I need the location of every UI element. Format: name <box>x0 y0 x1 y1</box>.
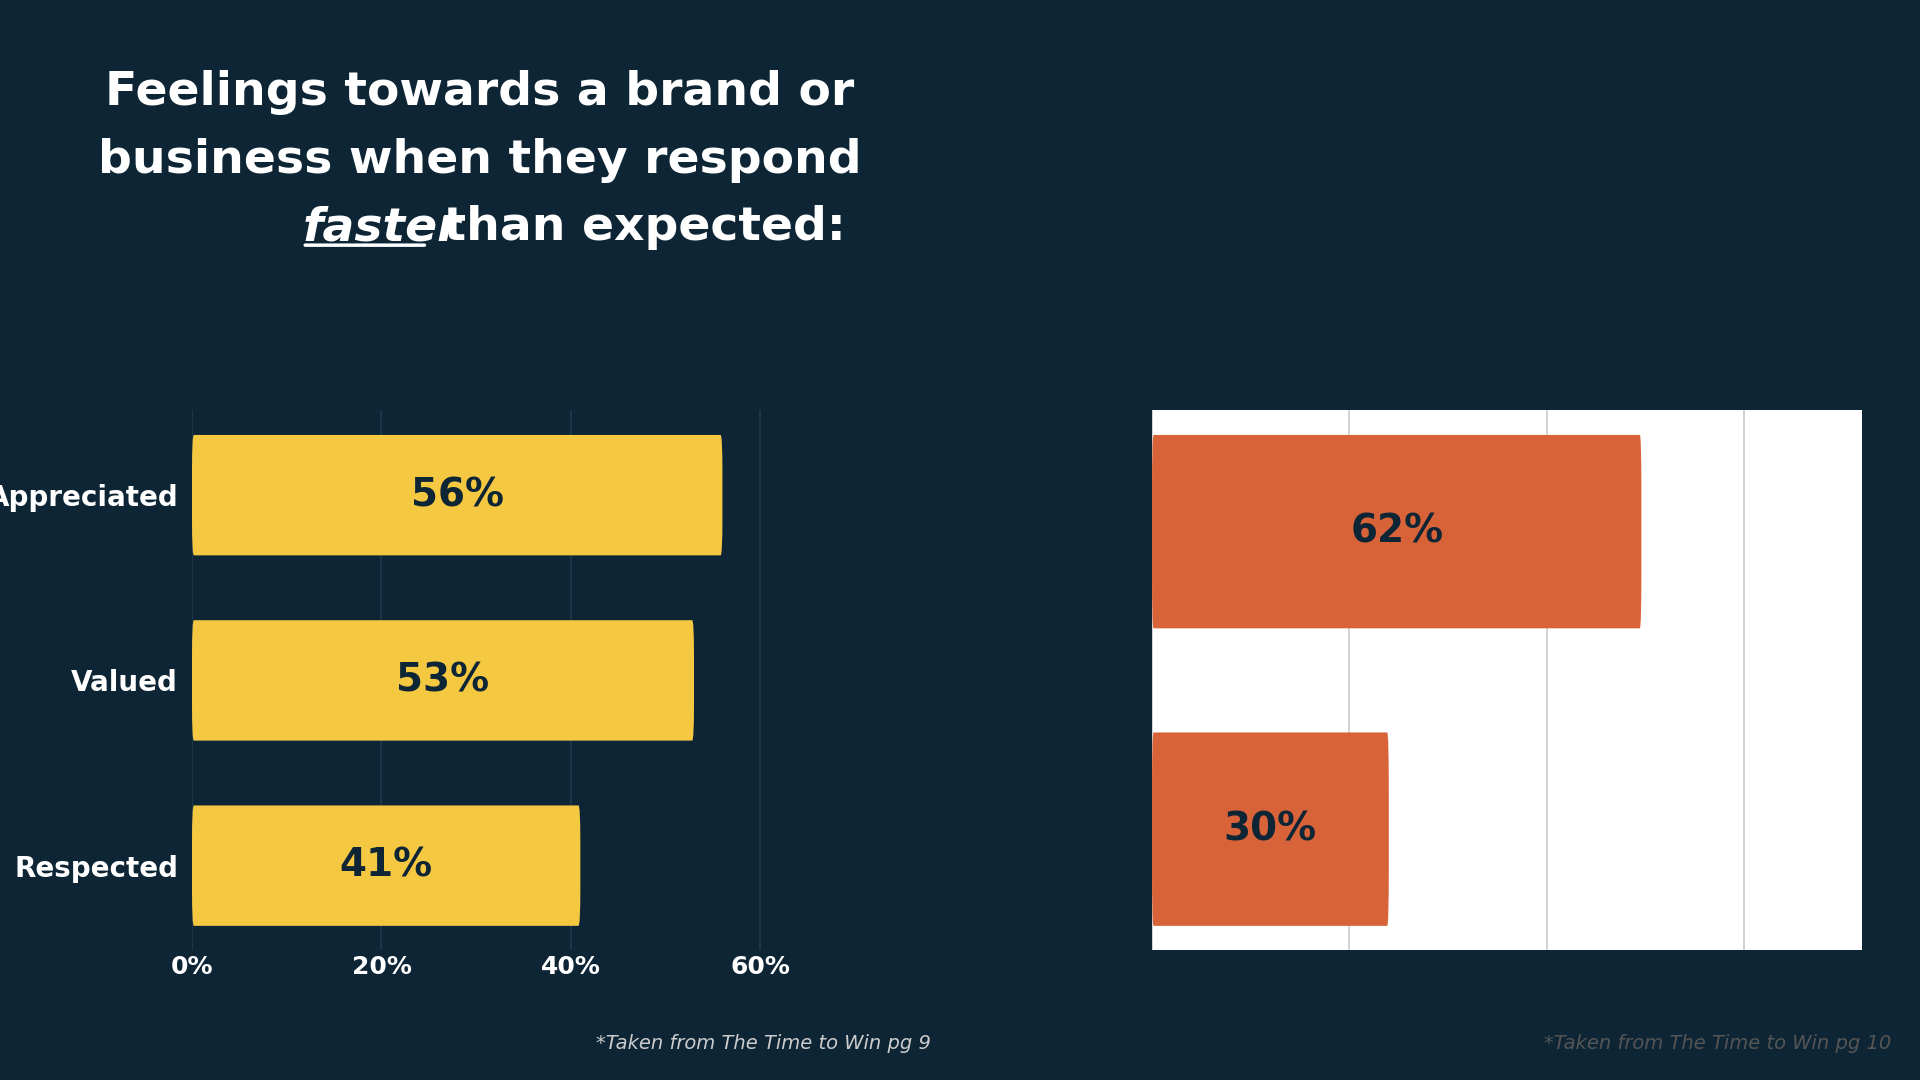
FancyBboxPatch shape <box>192 435 722 555</box>
FancyBboxPatch shape <box>192 620 693 741</box>
Text: Feelings towards a brand or: Feelings towards a brand or <box>106 70 854 116</box>
Text: than expected:: than expected: <box>426 205 847 251</box>
Text: slower: slower <box>1256 205 1432 251</box>
Text: faster: faster <box>301 205 461 251</box>
Text: *Taken from The Time to Win pg 9: *Taken from The Time to Win pg 9 <box>597 1034 931 1053</box>
FancyBboxPatch shape <box>1152 732 1388 926</box>
Text: 53%: 53% <box>396 661 490 700</box>
Text: 56%: 56% <box>411 476 503 514</box>
Text: 62%: 62% <box>1350 513 1444 551</box>
Text: 30%: 30% <box>1223 810 1317 848</box>
Text: business when they respond: business when they respond <box>1058 138 1822 184</box>
Text: than expected:: than expected: <box>1386 205 1807 251</box>
Bar <box>192 620 693 741</box>
Text: 41%: 41% <box>340 847 432 885</box>
Text: *Taken from The Time to Win pg 10: *Taken from The Time to Win pg 10 <box>1544 1034 1891 1053</box>
Text: Feelings towards a brand or: Feelings towards a brand or <box>1066 70 1814 116</box>
FancyBboxPatch shape <box>1152 435 1642 629</box>
FancyBboxPatch shape <box>192 806 580 926</box>
Bar <box>1152 435 1642 629</box>
Bar <box>192 435 722 555</box>
Text: business when they respond: business when they respond <box>98 138 862 184</box>
Bar <box>1152 732 1388 926</box>
Bar <box>192 806 580 926</box>
